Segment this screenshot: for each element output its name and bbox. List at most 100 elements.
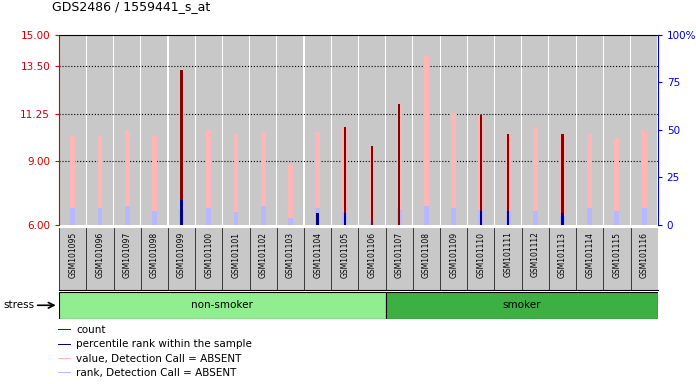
Text: GSM101109: GSM101109: [449, 232, 458, 278]
Bar: [522, 35, 548, 225]
Text: GSM101114: GSM101114: [585, 232, 594, 278]
Bar: [332, 35, 358, 225]
Text: GSM101102: GSM101102: [259, 232, 268, 278]
Bar: [505, 211, 511, 225]
Bar: [495, 35, 521, 225]
Text: GDS2486 / 1559441_s_at: GDS2486 / 1559441_s_at: [52, 0, 210, 13]
Text: GSM101103: GSM101103: [286, 232, 295, 278]
Bar: [196, 35, 222, 225]
Bar: [468, 35, 494, 225]
Bar: [480, 115, 482, 225]
Text: GSM101101: GSM101101: [232, 232, 241, 278]
Text: count: count: [76, 325, 106, 335]
Bar: [424, 56, 429, 225]
Bar: [533, 127, 538, 225]
Bar: [615, 138, 619, 225]
Bar: [642, 208, 647, 225]
Bar: [561, 213, 564, 225]
Bar: [604, 35, 630, 225]
Bar: [59, 292, 386, 319]
Bar: [87, 35, 113, 225]
Bar: [206, 130, 212, 225]
Text: stress: stress: [3, 300, 35, 310]
Text: GSM101100: GSM101100: [205, 232, 213, 278]
Bar: [58, 344, 72, 345]
Bar: [60, 35, 86, 225]
Bar: [125, 130, 129, 225]
Text: GSM101096: GSM101096: [95, 232, 104, 278]
Bar: [344, 213, 346, 225]
Text: GSM101097: GSM101097: [122, 232, 132, 278]
Text: GSM101095: GSM101095: [68, 232, 77, 278]
Bar: [315, 208, 320, 225]
Bar: [587, 208, 592, 225]
Bar: [370, 147, 374, 225]
Bar: [577, 35, 603, 225]
Bar: [342, 212, 347, 225]
Text: GSM101099: GSM101099: [177, 232, 186, 278]
Bar: [507, 211, 509, 225]
Bar: [179, 71, 184, 225]
Bar: [424, 206, 429, 225]
Bar: [359, 35, 385, 225]
Text: GSM101111: GSM101111: [504, 232, 512, 277]
Bar: [587, 134, 592, 225]
Bar: [561, 134, 564, 225]
Text: GSM101105: GSM101105: [340, 232, 349, 278]
Bar: [278, 35, 303, 225]
Bar: [642, 130, 647, 225]
Text: value, Detection Call = ABSENT: value, Detection Call = ABSENT: [76, 354, 242, 364]
Bar: [141, 35, 168, 225]
Bar: [288, 164, 293, 225]
Text: smoker: smoker: [503, 300, 541, 310]
Bar: [344, 127, 346, 225]
Bar: [58, 372, 72, 374]
Bar: [386, 292, 658, 319]
Bar: [549, 35, 576, 225]
Text: percentile rank within the sample: percentile rank within the sample: [76, 339, 252, 349]
Bar: [250, 35, 276, 225]
Text: GSM101107: GSM101107: [395, 232, 404, 278]
Bar: [397, 104, 402, 225]
Bar: [179, 210, 184, 225]
Bar: [451, 208, 456, 225]
Bar: [288, 218, 293, 225]
Text: GSM101106: GSM101106: [367, 232, 377, 278]
Bar: [441, 35, 467, 225]
Bar: [70, 208, 75, 225]
Bar: [317, 213, 319, 225]
Bar: [398, 104, 400, 225]
Text: GSM101116: GSM101116: [640, 232, 649, 278]
Bar: [615, 211, 619, 225]
Bar: [315, 132, 320, 225]
Bar: [58, 329, 72, 330]
Bar: [413, 35, 439, 225]
Bar: [371, 147, 373, 225]
Bar: [560, 134, 565, 225]
Bar: [114, 35, 140, 225]
Bar: [305, 35, 331, 225]
Text: GSM101110: GSM101110: [476, 232, 485, 278]
Bar: [223, 35, 249, 225]
Bar: [478, 115, 483, 225]
Bar: [478, 210, 483, 225]
Bar: [152, 211, 157, 225]
Bar: [58, 358, 72, 359]
Bar: [560, 216, 565, 225]
Bar: [505, 134, 511, 225]
Bar: [533, 211, 538, 225]
Bar: [261, 132, 266, 225]
Text: non-smoker: non-smoker: [191, 300, 253, 310]
Bar: [631, 35, 657, 225]
Bar: [234, 212, 239, 225]
Bar: [180, 71, 183, 225]
Text: GSM101104: GSM101104: [313, 232, 322, 278]
Bar: [507, 134, 509, 225]
Bar: [386, 35, 412, 225]
Bar: [234, 134, 239, 225]
Bar: [168, 35, 195, 225]
Bar: [152, 136, 157, 225]
Bar: [480, 211, 482, 225]
Bar: [97, 136, 102, 225]
Bar: [370, 222, 374, 225]
